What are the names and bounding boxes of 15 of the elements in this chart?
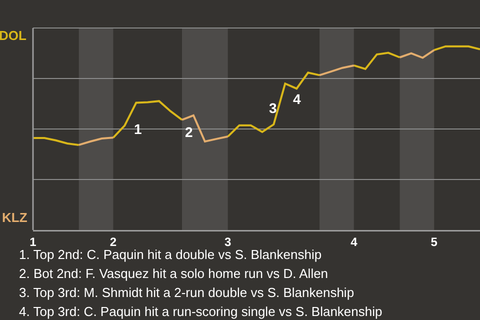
x-tick-label: 1 (30, 234, 37, 249)
text: 3. Top 3rd: M. Shmidt hit a 2-run double vs S. Blankenship (19, 285, 354, 300)
x-tick-label: 4 (350, 234, 358, 249)
annotation: 1 (134, 121, 142, 137)
text: KLZ (2, 210, 28, 225)
text: 4. Top 3rd: C. Paquin hit a run-scoring single vs S. Blankenship (19, 304, 382, 319)
x-tick-label: 2 (110, 234, 117, 249)
text: DOL (0, 28, 26, 43)
x-tick-label: 5 (430, 234, 438, 249)
text: 1. Top 2nd: C. Paquin hit a double vs S. Blankenship (19, 247, 322, 262)
annotation: 4 (293, 91, 301, 107)
annotation: 3 (269, 100, 277, 116)
annotation: 2 (185, 124, 193, 140)
text: 2. Bot 2nd: F. Vasquez hit a solo home run vs D. Allen (19, 266, 328, 281)
x-tick-label: 3 (224, 234, 232, 249)
